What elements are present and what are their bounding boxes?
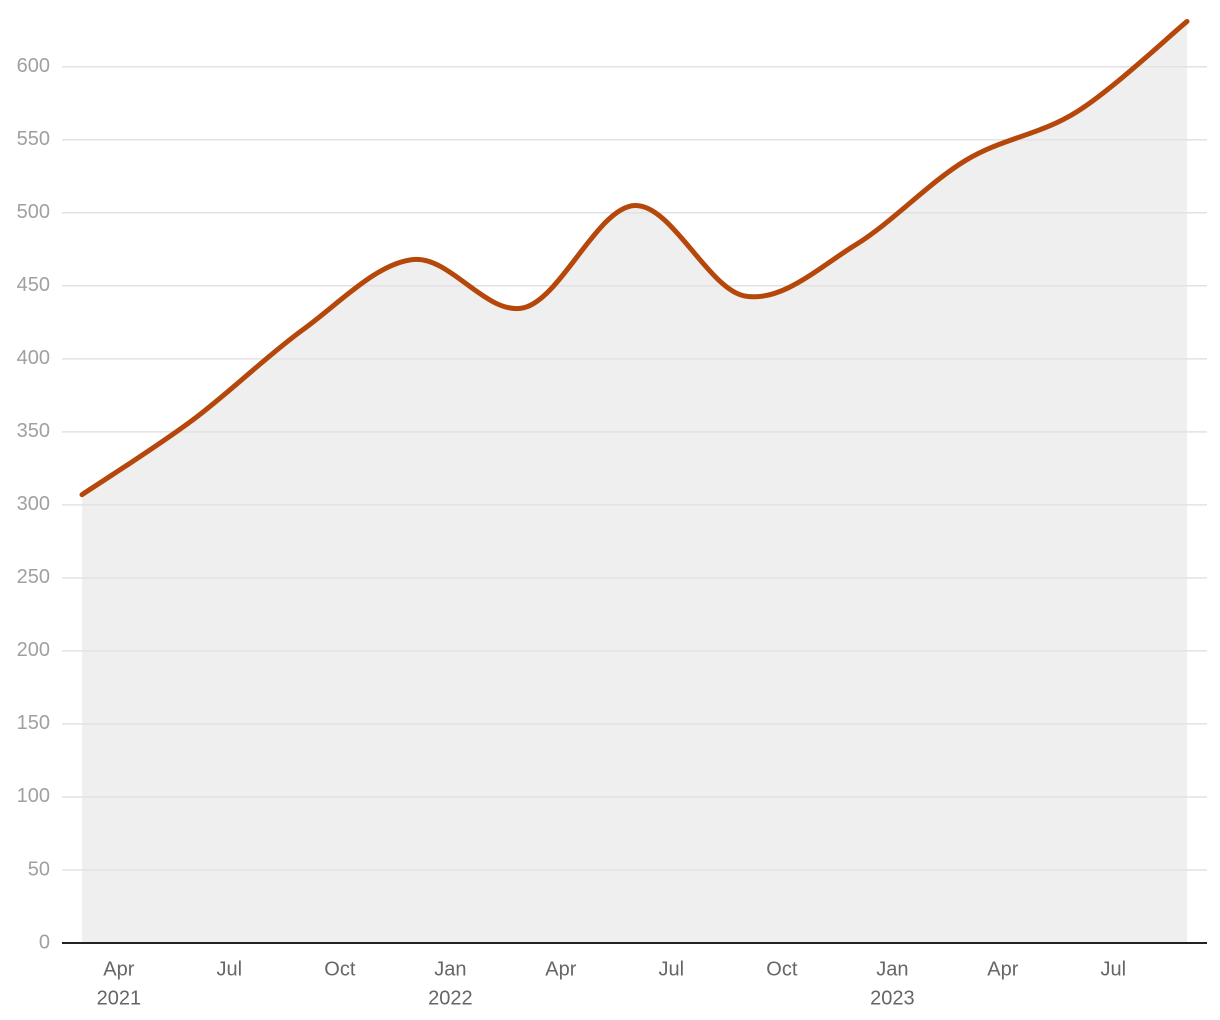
line bbox=[79, 18, 1190, 498]
y-tick-label: 400 bbox=[17, 347, 50, 369]
y-tick-label: 550 bbox=[17, 128, 50, 150]
y-tick-label: 100 bbox=[17, 785, 50, 807]
y-tick-label: 350 bbox=[17, 420, 50, 442]
x-tick-label: Jan bbox=[434, 958, 466, 980]
x-tick-label: Apr bbox=[103, 958, 134, 980]
x-tick-label: Jul bbox=[1101, 958, 1127, 980]
x-tick-label: Apr bbox=[987, 958, 1018, 980]
x-tick-label: Apr bbox=[545, 958, 576, 980]
x-tick-year: 2021 bbox=[97, 987, 142, 1009]
y-tick-label: 250 bbox=[17, 566, 50, 588]
x-tick-label: Jul bbox=[659, 958, 685, 980]
x-tick-year: 2022 bbox=[428, 987, 473, 1009]
x-tick-label: Oct bbox=[324, 958, 356, 980]
y-tick-label: 300 bbox=[17, 493, 50, 515]
y-tick-label: 600 bbox=[17, 55, 50, 77]
x-tick-year: 2023 bbox=[870, 987, 915, 1009]
y-tick-label: 450 bbox=[17, 274, 50, 296]
x-tick-label: Oct bbox=[766, 958, 798, 980]
x-tick-label: Jul bbox=[217, 958, 243, 980]
area-fill bbox=[82, 21, 1187, 943]
y-tick-label: 200 bbox=[17, 639, 50, 661]
x-tick-label: Jan bbox=[876, 958, 908, 980]
y-tick-label: 500 bbox=[17, 201, 50, 223]
y-tick-label: 150 bbox=[17, 712, 50, 734]
y-tick-label: 0 bbox=[39, 931, 50, 953]
y-tick-label: 50 bbox=[28, 858, 50, 880]
